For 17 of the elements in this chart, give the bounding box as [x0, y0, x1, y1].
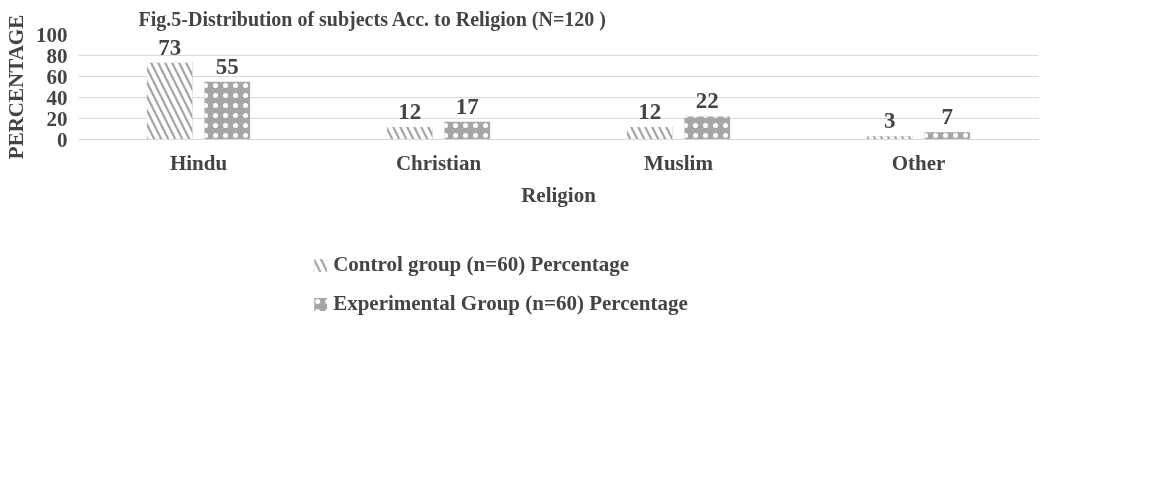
data-label: 55 [215, 53, 239, 79]
legend-label: Control group (n=60) Percentage [333, 252, 630, 277]
data-label: 7 [941, 104, 954, 130]
chart-title: Fig.5-Distribution of subjects Acc. to Religion (N=120 ) [138, 7, 606, 31]
x-axis-title: Religion [521, 182, 597, 207]
data-label: 12 [638, 98, 662, 124]
x-tick-label: Hindu [169, 150, 228, 175]
legend-label: Experimental Group (n=60) Percentage [333, 291, 688, 316]
data-label: 22 [695, 88, 719, 114]
x-tick-label: Muslim [644, 150, 714, 175]
data-label: 17 [455, 93, 479, 119]
data-label: 3 [883, 108, 896, 134]
data-label: 12 [398, 98, 422, 124]
x-tick-label: Christian [395, 150, 482, 175]
x-tick-label: Other [891, 150, 946, 175]
data-label: 73 [158, 34, 182, 60]
y-axis-title: PERCENTAGE [4, 14, 28, 160]
